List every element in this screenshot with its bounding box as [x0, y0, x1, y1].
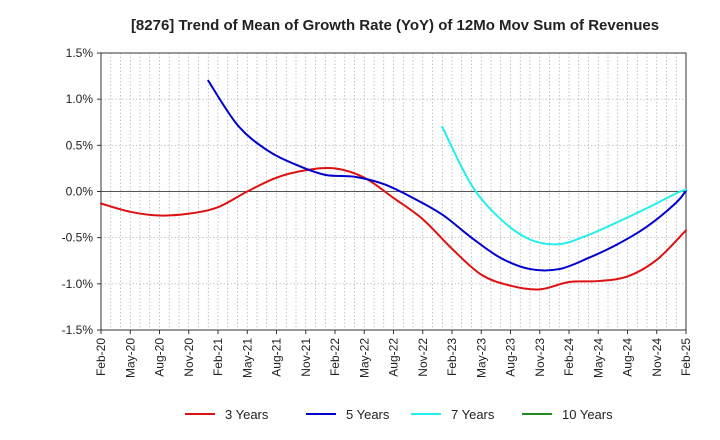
x-tick-label: Feb-23 — [445, 338, 459, 376]
x-tick-label: May-22 — [357, 338, 371, 378]
y-tick-label: 0.5% — [66, 138, 94, 152]
legend-label-5-years: 5 Years — [346, 407, 390, 422]
x-tick-label: May-20 — [123, 338, 137, 378]
x-tick-label: Nov-21 — [299, 338, 313, 377]
x-tick-label: Nov-24 — [650, 338, 664, 377]
x-tick-label: Nov-22 — [416, 338, 430, 377]
x-tick-label: Feb-22 — [328, 338, 342, 376]
x-tick-label: Aug-23 — [504, 338, 518, 377]
x-tick-label: Feb-25 — [679, 338, 693, 376]
x-tick-label: Aug-21 — [270, 338, 284, 377]
legend-label-3-years: 3 Years — [225, 407, 269, 422]
x-tick-label: Nov-20 — [182, 338, 196, 377]
y-tick-label: -1.5% — [62, 323, 94, 337]
y-tick-label: 0.0% — [66, 185, 94, 199]
x-tick-label: Feb-20 — [94, 338, 108, 376]
grid-layer — [101, 53, 686, 330]
x-tick-label: Nov-23 — [533, 338, 547, 377]
x-tick-label: Feb-21 — [211, 338, 225, 376]
legend: 3 Years 5 Years 7 Years 10 Years — [185, 407, 613, 422]
legend-label-7-years: 7 Years — [451, 407, 495, 422]
y-tick-label: -0.5% — [62, 231, 94, 245]
legend-label-10-years: 10 Years — [562, 407, 613, 422]
y-tick-label: 1.5% — [66, 46, 94, 60]
series-line-3-years — [100, 166, 687, 291]
chart-title: [8276] Trend of Mean of Growth Rate (YoY… — [131, 17, 659, 34]
x-tick-label: Aug-22 — [387, 338, 401, 377]
y-tick-label: 1.0% — [66, 92, 94, 106]
x-tick-label: May-21 — [240, 338, 254, 378]
y-tick-label: -1.0% — [62, 277, 94, 291]
x-tick-label: May-24 — [591, 338, 605, 378]
x-tick-label: Aug-20 — [153, 338, 167, 377]
x-tick-label: Feb-24 — [562, 338, 576, 376]
x-tick-label: Aug-24 — [621, 338, 635, 377]
series-layer — [100, 79, 687, 291]
x-tick-label: May-23 — [474, 338, 488, 378]
series-line-7-years — [441, 125, 687, 246]
series-line-5-years — [207, 79, 687, 272]
